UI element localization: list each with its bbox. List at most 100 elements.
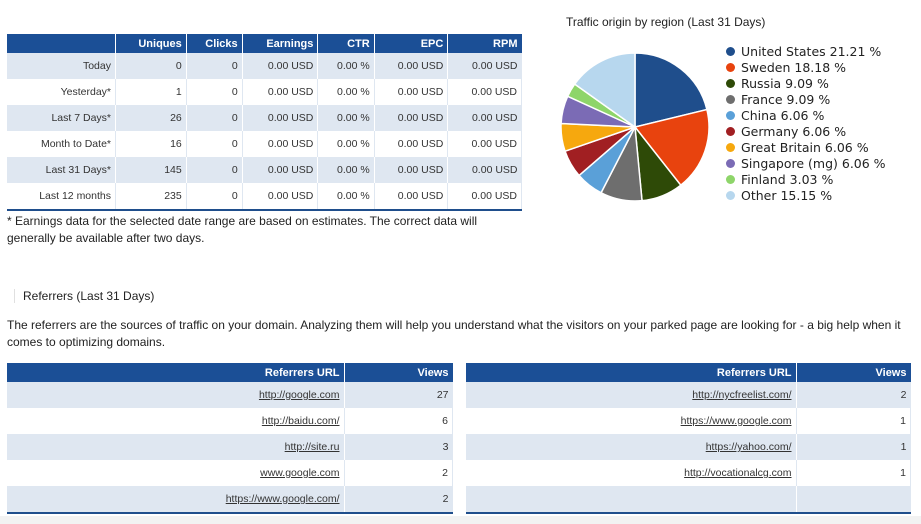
legend-swatch (726, 143, 735, 152)
referrers-views-header: Views (344, 363, 453, 382)
stats-cell: 0.00 % (317, 105, 375, 131)
referrer-views: 2 (796, 382, 911, 408)
table-row: http://nycfreelist.com/ 2 (466, 382, 911, 408)
referrers-header-row: Referrers URL Views (7, 363, 453, 382)
stats-header-earnings: Earnings (242, 34, 319, 53)
referrer-link[interactable]: http://google.com (258, 389, 340, 401)
stats-cell: 1 (115, 79, 187, 105)
stats-cell: 0.00 USD (242, 131, 319, 157)
legend-label: Other 15.15 % (741, 188, 833, 203)
referrer-link[interactable]: http://site.ru (284, 441, 340, 453)
stats-row-yesterday: Yesterday* 1 0 0.00 USD 0.00 % 0.00 USD … (7, 79, 522, 105)
legend-item: France 9.09 % (726, 92, 886, 108)
referrers-url-header: Referrers URL (466, 363, 797, 382)
legend-item: Russia 9.09 % (726, 76, 886, 92)
chart-title: Traffic origin by region (Last 31 Days) (566, 15, 766, 29)
referrer-url-cell: www.google.com (7, 460, 345, 486)
stats-cell: 16 (115, 131, 187, 157)
legend-item: Finland 3.03 % (726, 172, 886, 188)
referrer-link[interactable]: http://vocationalcg.com (684, 467, 792, 479)
stats-cell: 0 (115, 53, 187, 79)
legend-label: Great Britain 6.06 % (741, 140, 869, 155)
legend-swatch (726, 159, 735, 168)
stats-cell: 0 (186, 105, 243, 131)
stats-cell: 0.00 % (317, 131, 375, 157)
table-row: https://www.google.com/ 2 (7, 486, 453, 513)
stats-row-today: Today 0 0 0.00 USD 0.00 % 0.00 USD 0.00 … (7, 53, 522, 79)
table-row: www.google.com 2 (7, 460, 453, 486)
stats-cell: 0.00 USD (447, 79, 522, 105)
legend-item: Singapore (mg) 6.06 % (726, 156, 886, 172)
stats-cell: 0 (186, 183, 243, 210)
stats-row-last-31-days: Last 31 Days* 145 0 0.00 USD 0.00 % 0.00… (7, 157, 522, 183)
referrer-link[interactable]: www.google.com (260, 467, 340, 479)
stats-cell: 0.00 USD (242, 79, 319, 105)
referrer-link[interactable]: https://www.google.com (680, 415, 792, 427)
referrer-views: 6 (344, 408, 453, 434)
referrer-views (796, 486, 911, 513)
legend-swatch (726, 79, 735, 88)
stats-header-row: Uniques Clicks Earnings CTR EPC RPM (7, 34, 522, 53)
stats-cell: 0 (186, 53, 243, 79)
referrer-views: 2 (344, 460, 453, 486)
referrer-views: 1 (796, 408, 911, 434)
legend-label: Russia 9.09 % (741, 76, 829, 91)
stats-header-rpm: RPM (447, 34, 522, 53)
stats-cell: 0.00 USD (242, 183, 319, 210)
stats-header-label (7, 34, 116, 53)
referrer-views: 27 (344, 382, 453, 408)
chart-legend: United States 21.21 % Sweden 18.18 % Russi… (726, 44, 886, 204)
stats-cell: 0.00 USD (374, 157, 449, 183)
legend-item: Sweden 18.18 % (726, 60, 886, 76)
table-row: https://www.google.com 1 (466, 408, 911, 434)
legend-label: China 6.06 % (741, 108, 825, 123)
referrers-views-header: Views (796, 363, 911, 382)
referrers-description: The referrers are the sources of traffic… (7, 318, 901, 349)
pie-slice-9 (573, 52, 636, 129)
referrer-link[interactable]: http://baidu.com/ (261, 415, 340, 427)
stats-cell: 0.00 USD (374, 105, 449, 131)
referrer-link[interactable]: https://www.google.com/ (225, 493, 340, 505)
stats-cell: 0.00 USD (242, 157, 319, 183)
referrer-url-cell: http://google.com (7, 382, 345, 408)
referrer-url-cell: http://site.ru (7, 434, 345, 460)
referrer-link[interactable]: https://yahoo.com/ (705, 441, 792, 453)
referrers-heading: Referrers (Last 31 Days) (14, 289, 154, 303)
legend-swatch (726, 47, 735, 56)
stats-cell: 26 (115, 105, 187, 131)
referrer-views: 2 (344, 486, 453, 513)
referrer-url-cell: http://baidu.com/ (7, 408, 345, 434)
table-row (466, 486, 911, 513)
earnings-estimate-note: * Earnings data for the selected date ra… (7, 214, 478, 245)
stats-cell: 0.00 USD (374, 53, 449, 79)
referrer-url-cell: https://www.google.com/ (7, 486, 345, 513)
legend-swatch (726, 111, 735, 120)
referrer-url-cell: https://www.google.com (466, 408, 797, 434)
stats-header-uniques: Uniques (115, 34, 187, 53)
referrer-url-cell (466, 486, 797, 513)
stats-table: Uniques Clicks Earnings CTR EPC RPM Toda… (7, 34, 522, 211)
stats-cell: 0.00 % (317, 183, 375, 210)
referrers-table-right: Referrers URL Views http://nycfreelist.c… (466, 363, 911, 514)
stats-cell: Today (7, 53, 116, 79)
referrers-header-row: Referrers URL Views (466, 363, 911, 382)
legend-label: Finland 3.03 % (741, 172, 834, 187)
stats-cell: 0.00 USD (447, 183, 522, 210)
referrers-table-left: Referrers URL Views http://google.com 27… (7, 363, 453, 514)
stats-cell: Last 7 Days* (7, 105, 116, 131)
referrer-url-cell: http://nycfreelist.com/ (466, 382, 797, 408)
stats-cell: 235 (115, 183, 187, 210)
referrer-views: 1 (796, 460, 911, 486)
stats-cell: 0.00 USD (242, 53, 319, 79)
stats-header-epc: EPC (374, 34, 449, 53)
stats-row-month-to-date: Month to Date* 16 0 0.00 USD 0.00 % 0.00… (7, 131, 522, 157)
legend-item: China 6.06 % (726, 108, 886, 124)
stats-cell: 0.00 USD (447, 157, 522, 183)
stats-cell: 0.00 USD (447, 53, 522, 79)
stats-cell: Last 12 months (7, 183, 116, 210)
stats-cell: 0.00 % (317, 79, 375, 105)
referrer-link[interactable]: http://nycfreelist.com/ (692, 389, 792, 401)
stats-cell: 145 (115, 157, 187, 183)
stats-cell: 0.00 USD (242, 105, 319, 131)
legend-item: Germany 6.06 % (726, 124, 886, 140)
